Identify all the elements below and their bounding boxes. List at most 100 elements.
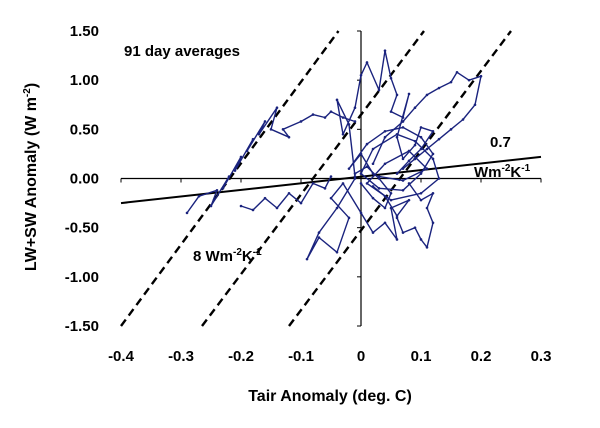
data-point: [425, 246, 429, 249]
data-point: [251, 208, 255, 212]
data-point: [395, 238, 399, 241]
data-point: [365, 142, 369, 146]
data-point: [449, 128, 453, 131]
data-point: [377, 187, 381, 190]
data-point: [365, 61, 369, 64]
data-point: [401, 231, 405, 234]
data-point: [359, 73, 363, 77]
data-series: [185, 49, 483, 261]
data-point: [347, 216, 351, 220]
data-point: [359, 182, 363, 185]
data-point: [407, 159, 411, 163]
x-tick-label: 0.2: [471, 348, 492, 365]
x-tick-label: -0.4: [108, 348, 135, 365]
reference-line-dashed: [201, 30, 425, 327]
data-point: [395, 214, 399, 218]
data-point: [251, 137, 255, 141]
data-point: [407, 198, 411, 202]
data-point: [395, 172, 399, 175]
data-point: [389, 198, 393, 202]
data-point: [329, 110, 333, 113]
data-point: [437, 137, 441, 141]
data-point: [431, 221, 435, 225]
data-point: [431, 130, 435, 133]
data-point: [419, 126, 423, 129]
data-point: [371, 147, 375, 151]
data-point: [401, 116, 405, 119]
data-point: [353, 177, 357, 180]
data-point: [461, 118, 465, 121]
data-point: [401, 120, 405, 123]
data-point: [335, 250, 339, 254]
data-point: [287, 191, 291, 195]
y-axis-title-close: ): [23, 83, 40, 88]
data-point: [437, 177, 441, 180]
data-point: [383, 162, 387, 166]
data-point: [329, 175, 333, 178]
series-line: [372, 71, 482, 170]
data-point: [311, 182, 315, 185]
data-point: [425, 93, 429, 97]
axes: [120, 30, 542, 327]
x-tick-label: 0.3: [531, 348, 552, 365]
tick-labels: 1.50 1.00 0.50 0.00 -0.50 -1.00 -1.50 -0.4 -0.3 -…: [65, 23, 552, 365]
data-point: [347, 123, 351, 126]
data-point: [407, 149, 411, 153]
data-point: [383, 206, 387, 210]
data-point: [389, 206, 393, 210]
data-point: [425, 167, 429, 170]
data-point: [263, 120, 267, 123]
data-point: [311, 113, 315, 116]
y-axis-title-main: LW+SW Anomaly (W m: [23, 97, 40, 271]
data-point: [371, 196, 375, 200]
y-tick-label: 0.50: [70, 121, 99, 138]
data-point: [371, 185, 375, 188]
x-tick-label: 0: [357, 348, 365, 365]
data-point: [197, 194, 201, 198]
data-point: [389, 76, 393, 80]
data-point: [473, 103, 477, 107]
data-point: [347, 167, 351, 170]
reference-line-dashed: [120, 30, 340, 327]
data-point: [425, 147, 429, 151]
data-point: [377, 88, 381, 92]
data-point: [299, 120, 303, 123]
y-axis-title-superscript: -2: [22, 88, 33, 97]
reference-line-dashed: [288, 30, 512, 327]
data-point: [245, 149, 249, 153]
data-point: [221, 187, 225, 190]
data-point: [395, 135, 399, 139]
data-point: [401, 157, 405, 161]
data-point: [335, 98, 339, 102]
data-point: [365, 165, 369, 168]
data-point: [383, 49, 387, 52]
data-point: [317, 236, 321, 239]
data-point: [383, 130, 387, 133]
data-point: [353, 106, 357, 109]
data-point: [335, 206, 339, 210]
y-tick-label: -1.00: [65, 269, 99, 286]
data-point: [359, 172, 363, 175]
steep-slope-label: 8 Wm-2K-1: [193, 247, 262, 265]
data-point: [401, 189, 405, 192]
data-point: [215, 189, 219, 192]
data-point: [431, 191, 435, 195]
data-point: [377, 177, 381, 180]
x-tick-label: -0.3: [168, 348, 194, 365]
data-point: [455, 71, 459, 74]
data-point: [383, 221, 387, 225]
data-point: [401, 126, 405, 129]
data-point: [329, 196, 333, 200]
data-point: [269, 128, 273, 131]
data-point: [383, 194, 387, 198]
data-point: [413, 139, 417, 143]
data-point: [287, 135, 291, 139]
data-point: [449, 80, 453, 84]
data-point: [353, 120, 357, 123]
series-line: [336, 50, 434, 177]
y-tick-label: -0.50: [65, 220, 99, 237]
data-point: [227, 175, 231, 178]
reference-line-solid: [120, 155, 542, 205]
data-point: [341, 182, 345, 185]
